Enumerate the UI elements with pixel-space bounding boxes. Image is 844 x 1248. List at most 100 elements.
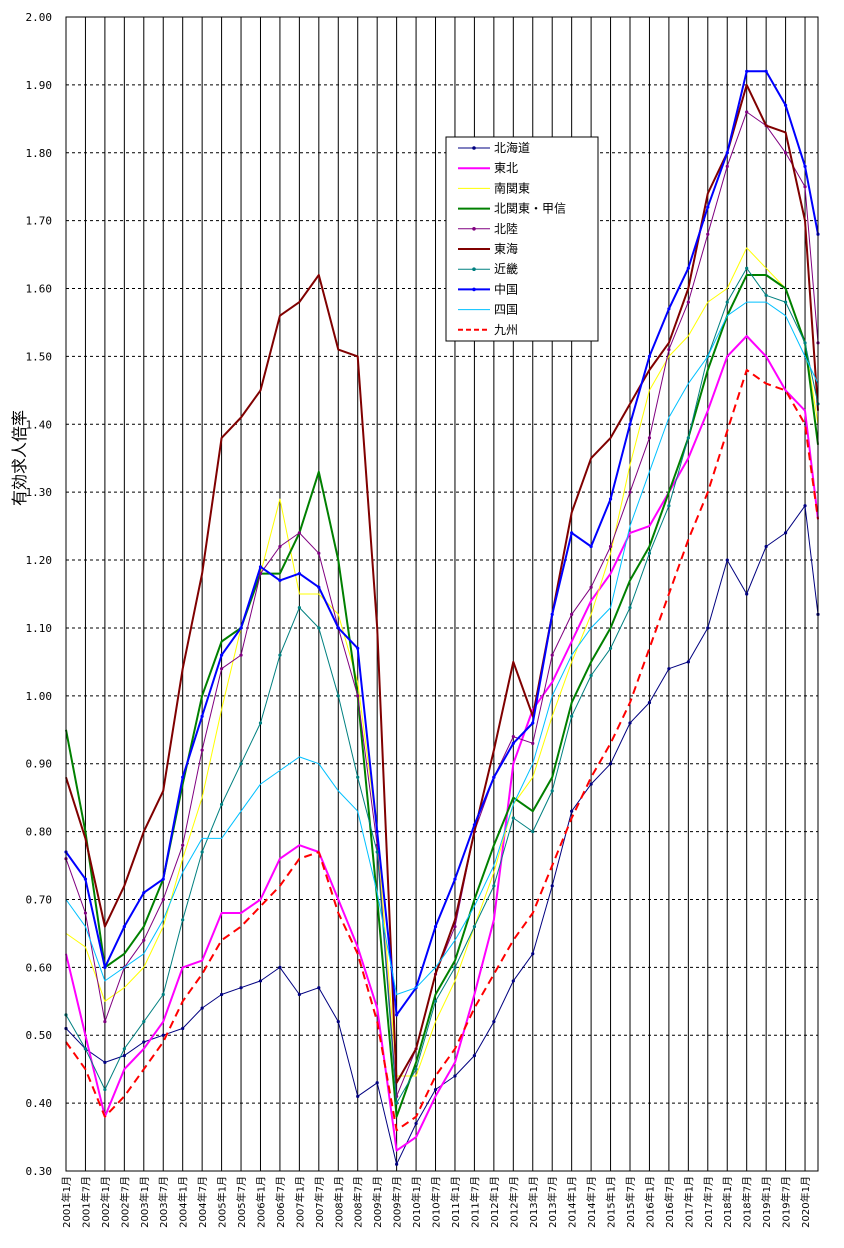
plot-area — [66, 17, 818, 1171]
series-point — [783, 103, 788, 107]
series-point — [122, 1047, 126, 1051]
series-point — [161, 897, 165, 902]
series-point — [531, 829, 535, 834]
series-point — [608, 646, 613, 650]
series-point — [628, 490, 632, 494]
x-tick-label: 2006年1月 — [254, 1176, 267, 1228]
series-point — [725, 300, 729, 304]
series-point — [511, 734, 515, 739]
series-point — [725, 151, 729, 155]
y-tick-label: 0.50 — [26, 1029, 53, 1042]
x-tick-label: 2009年1月 — [371, 1176, 384, 1228]
x-tick-label: 2004年1月 — [177, 1176, 190, 1228]
series-point — [745, 69, 749, 73]
series-point — [686, 300, 690, 304]
series-point — [219, 653, 224, 657]
series-point — [647, 436, 652, 440]
x-tick-label: 2017年7月 — [702, 1176, 715, 1228]
series-point — [414, 1121, 418, 1126]
series-point — [356, 1094, 360, 1098]
series-point — [803, 504, 807, 508]
series-point — [433, 925, 438, 929]
x-tick-label: 2003年7月 — [157, 1176, 170, 1228]
series-point — [783, 531, 788, 535]
series-point — [317, 626, 321, 630]
series-point — [686, 660, 690, 664]
series-point — [570, 531, 574, 535]
x-tick-label: 2018年1月 — [721, 1176, 734, 1228]
series-point — [667, 667, 671, 671]
y-tick-label: 0.30 — [26, 1165, 53, 1178]
series-point — [453, 925, 457, 929]
legend-marker — [472, 227, 476, 231]
legend-box — [445, 136, 599, 342]
series-point — [181, 1026, 185, 1031]
series-point — [142, 938, 146, 942]
series-point — [492, 775, 496, 779]
series-point — [278, 578, 282, 583]
y-tick-label: 0.80 — [26, 826, 53, 839]
series-point — [83, 1047, 88, 1051]
series-point — [803, 341, 807, 345]
series-point — [395, 1162, 399, 1166]
x-tick-label: 2015年1月 — [605, 1176, 618, 1228]
series-point — [103, 1020, 107, 1024]
x-tick-label: 2017年1月 — [682, 1176, 695, 1228]
legend-label: 南関東 — [494, 180, 530, 195]
series-point — [550, 884, 554, 888]
series-point — [589, 782, 593, 786]
legend-label: 近畿 — [494, 262, 518, 276]
x-tick-labels: 2001年1月 2001年7月 2002年1月 2002年7月 2003年1月 2003年… — [60, 1176, 812, 1228]
series-point — [647, 551, 652, 555]
x-tick-label: 2012年1月 — [488, 1176, 501, 1228]
series-point — [181, 775, 185, 779]
legend-label: 東海 — [494, 241, 518, 256]
series-point — [258, 572, 263, 576]
y-tick-label: 0.40 — [26, 1097, 53, 1110]
y-tick-label: 1.00 — [26, 690, 53, 703]
legend-label: 北海道 — [494, 140, 530, 155]
series-point — [239, 626, 243, 630]
series-point — [453, 965, 457, 969]
x-tick-label: 2005年1月 — [216, 1176, 229, 1228]
series-point — [686, 266, 690, 270]
legend-label: 四国 — [494, 303, 518, 317]
series-point — [589, 544, 593, 549]
series-point — [200, 1006, 204, 1010]
series-point — [745, 110, 749, 114]
series-point — [706, 232, 710, 236]
y-tick-label: 1.90 — [26, 79, 53, 92]
x-tick-label: 2019年1月 — [760, 1176, 773, 1228]
series-point — [647, 354, 652, 359]
series-point — [297, 572, 301, 576]
series-point — [356, 694, 360, 698]
x-tick-label: 2002年7月 — [118, 1176, 131, 1228]
series-point — [317, 585, 321, 589]
series-point — [764, 69, 768, 73]
series-point — [336, 694, 340, 698]
x-tick-label: 2006年7月 — [274, 1176, 287, 1228]
series-point — [142, 1040, 146, 1044]
series-point — [278, 965, 282, 969]
x-tick-label: 2013年7月 — [546, 1176, 559, 1228]
x-tick-label: 2011年1月 — [449, 1176, 462, 1228]
series-point — [297, 531, 301, 535]
series-line-2 — [65, 335, 819, 1152]
y-tick-label: 0.70 — [26, 893, 53, 906]
series-point — [628, 422, 632, 426]
series-line-4 — [65, 274, 819, 1118]
series-lines — [64, 69, 820, 1166]
series-point — [336, 626, 340, 630]
series-point — [531, 741, 535, 745]
series-line-10 — [65, 369, 819, 1132]
series-line-8 — [65, 70, 819, 1016]
series-point — [764, 293, 768, 297]
series-point — [453, 1074, 457, 1078]
y-tick-labels: 0.30 0.40 0.50 0.60 0.70 0.80 0.90 1.00 1.10 1.20… — [26, 11, 53, 1178]
y-tick-label: 1.20 — [26, 554, 53, 567]
series-point — [472, 925, 477, 929]
legend-marker — [472, 146, 476, 150]
series-point — [667, 348, 671, 352]
y-tick-label: 1.10 — [26, 622, 53, 635]
